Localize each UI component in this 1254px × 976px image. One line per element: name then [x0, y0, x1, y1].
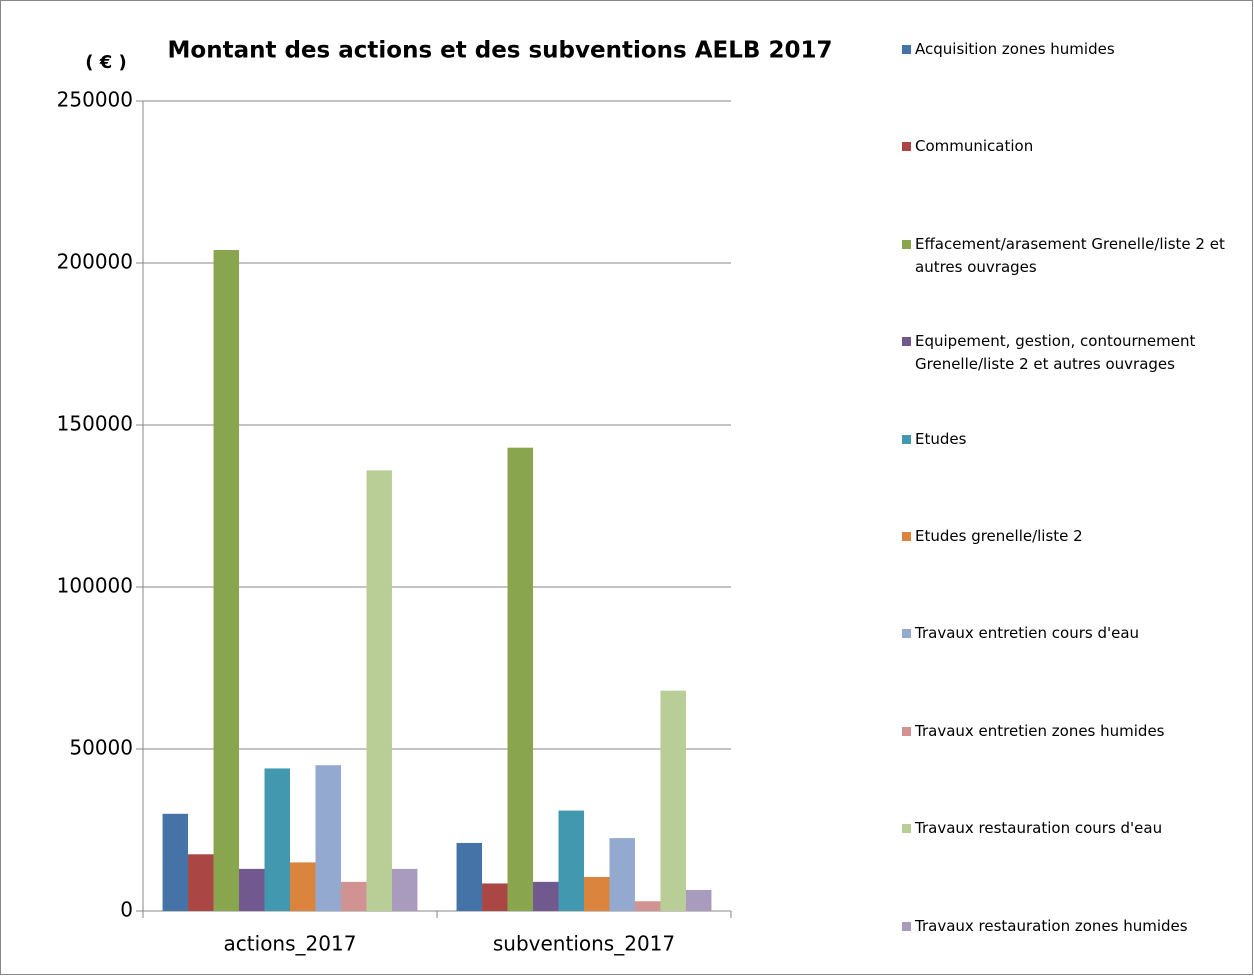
legend-label: Etudes — [915, 429, 967, 448]
legend-label: Communication — [915, 137, 1034, 156]
legend-entry: Etudes — [902, 428, 1242, 451]
legend-label: Travaux restauration cours d'eau — [915, 819, 1163, 838]
legend-entry: Travaux entretien zones humides — [902, 720, 1242, 743]
bar — [188, 854, 214, 911]
legend-entry: Equipement, gestion, contournement Grene… — [902, 330, 1242, 376]
bar — [533, 881, 559, 911]
legend-swatch — [902, 142, 911, 152]
legend-swatch — [902, 824, 911, 834]
bar — [609, 838, 635, 911]
legend-label: Travaux entretien cours d'eau — [915, 624, 1140, 643]
legend-swatch — [902, 239, 911, 249]
bar — [634, 901, 661, 911]
legend-swatch — [902, 532, 911, 541]
y-tick-label: 250000 — [57, 88, 133, 112]
bar — [482, 883, 508, 911]
bar — [162, 813, 189, 911]
y-tick-label: 100000 — [57, 574, 133, 598]
legend-label: Etudes grenelle/liste 2 — [915, 527, 1083, 545]
legend-swatch — [902, 726, 911, 736]
legend-swatch — [902, 45, 911, 54]
bar — [685, 889, 712, 911]
bar — [213, 250, 240, 912]
legend-label: Acquisition zones humides — [915, 40, 1115, 58]
bar — [315, 765, 341, 911]
y-tick-label: 50000 — [69, 736, 133, 760]
bar — [239, 868, 265, 911]
y-axis-label: ( € ) — [85, 52, 127, 73]
legend-entry: Travaux restauration cours d'eau — [902, 817, 1242, 840]
legend-label: Effacement/arasement Grenelle/liste 2 et… — [915, 234, 1225, 276]
legend-label: Travaux entretien zones humides — [915, 721, 1165, 740]
bar — [340, 881, 367, 911]
legend-entry: Acquisition zones humides — [902, 38, 1242, 61]
bar — [456, 842, 483, 911]
chart-title: Montant des actions et des subventions A… — [168, 38, 833, 64]
legend-entry: Travaux restauration zones humides — [902, 915, 1242, 938]
y-tick-label: 0 — [120, 898, 133, 922]
legend-swatch — [902, 921, 911, 931]
legend-label: Travaux restauration zones humides — [915, 916, 1188, 935]
bar — [391, 868, 418, 911]
bar — [507, 447, 534, 911]
legend-swatch — [902, 337, 911, 347]
legend-entry: Communication — [902, 135, 1242, 158]
y-tick-label: 200000 — [57, 250, 133, 274]
bar — [660, 690, 686, 911]
legend-swatch — [902, 629, 911, 639]
bar — [264, 768, 290, 911]
bar — [558, 810, 584, 911]
x-tick-label: actions_2017 — [224, 932, 357, 956]
legend-swatch — [902, 434, 911, 444]
bar — [584, 876, 610, 911]
x-tick-label: subventions_2017 — [493, 932, 675, 956]
bar — [290, 862, 316, 911]
legend-entry: Effacement/arasement Grenelle/liste 2 et… — [902, 233, 1242, 279]
y-tick-label: 150000 — [57, 412, 133, 436]
legend-entry: Travaux entretien cours d'eau — [902, 622, 1242, 645]
legend-label: Equipement, gestion, contournement Grene… — [915, 332, 1196, 374]
bar — [366, 470, 392, 911]
legend-entry: Etudes grenelle/liste 2 — [902, 525, 1242, 548]
